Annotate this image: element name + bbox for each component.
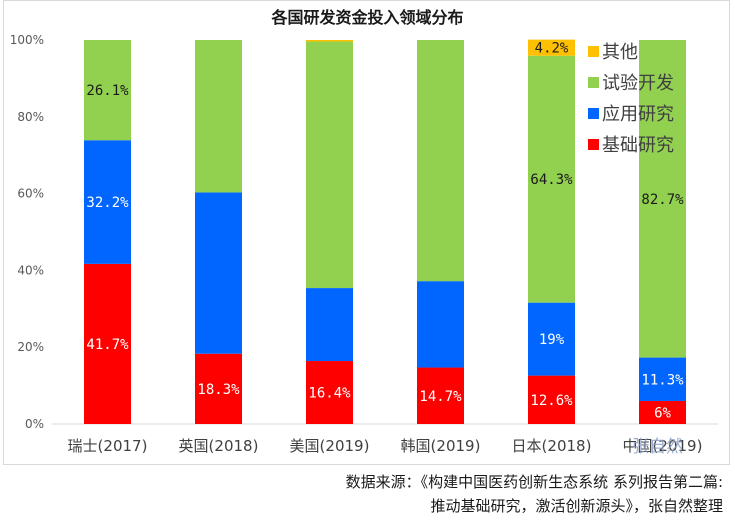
data-label: 82.7%: [641, 192, 684, 208]
bar-segment: [639, 40, 686, 358]
data-label: 26.1%: [86, 83, 129, 99]
bar-segment: [195, 192, 242, 354]
bar-segment: [528, 302, 575, 376]
source-note-line2: 推动基础研究，激活创新源头》，张自然整理: [430, 497, 723, 515]
bar-segment: [195, 353, 242, 424]
bar-segment: [84, 263, 131, 424]
bar-segment: [84, 140, 131, 264]
bar-segment: [639, 357, 686, 401]
data-label: 32.2%: [86, 195, 129, 211]
bar-segment: [528, 55, 575, 303]
y-tick-label: 80%: [17, 110, 44, 124]
x-tick-label: 美国(2019): [290, 437, 370, 455]
data-label: 14.7%: [419, 389, 462, 405]
bar-segment: [306, 288, 353, 362]
bar-segment: [528, 39, 575, 56]
legend-label: 应用研究: [602, 104, 674, 125]
legend-label: 其他: [602, 42, 638, 63]
bar-segment: [306, 40, 353, 42]
bar-segment: [528, 375, 575, 424]
bar-segment: [417, 367, 464, 424]
legend-label: 基础研究: [602, 135, 674, 156]
y-tick-label: 0%: [25, 417, 44, 431]
bar-segment: [306, 41, 353, 289]
legend-label: 试验开发: [602, 73, 674, 94]
y-tick-label: 100%: [10, 33, 44, 47]
x-tick-label: 英国(2018): [179, 437, 259, 455]
x-tick-label: 日本(2018): [512, 437, 592, 455]
bar-segment: [417, 40, 464, 282]
legend-swatch: [588, 139, 599, 150]
data-label: 64.3%: [530, 172, 573, 188]
data-label: 6%: [654, 405, 671, 421]
y-tick-label: 20%: [17, 340, 44, 354]
x-tick-label: 中国(2019): [623, 437, 703, 455]
x-tick-label: 瑞士(2017): [68, 437, 148, 455]
data-label: 19%: [539, 332, 565, 348]
data-label: 41.7%: [86, 337, 129, 353]
legend-swatch: [588, 108, 599, 119]
legend-swatch: [588, 46, 599, 57]
source-note-line1: 数据来源：《构建中国医药创新生态系统 系列报告第二篇:: [345, 473, 723, 491]
source-note: 数据来源：《构建中国医药创新生态系统 系列报告第二篇: 推动基础研究，激活创新源…: [123, 470, 723, 518]
legend-swatch: [588, 77, 599, 88]
chart-title: 各国研发资金投入领域分布: [271, 8, 464, 27]
bar-segment: [417, 281, 464, 368]
data-label: 12.6%: [530, 393, 573, 409]
data-label: 16.4%: [308, 386, 351, 402]
bar-segment: [639, 400, 686, 424]
x-tick-label: 韩国(2019): [401, 437, 481, 455]
y-tick-label: 60%: [17, 187, 44, 201]
stacked-bar-chart: 0% 20% 40% 60% 80% 100% 41.7% 32.2% 26.1% 瑞士(2017…: [10, 33, 718, 455]
data-label: 18.3%: [197, 382, 240, 398]
bar-segment: [195, 40, 242, 193]
watermark: 张自然: [632, 437, 683, 457]
bar-segment: [306, 361, 353, 424]
y-tick-label: 40%: [17, 263, 44, 277]
data-label: 4.2%: [535, 41, 569, 57]
bar-segment: [84, 40, 131, 141]
data-label: 11.3%: [641, 372, 684, 388]
